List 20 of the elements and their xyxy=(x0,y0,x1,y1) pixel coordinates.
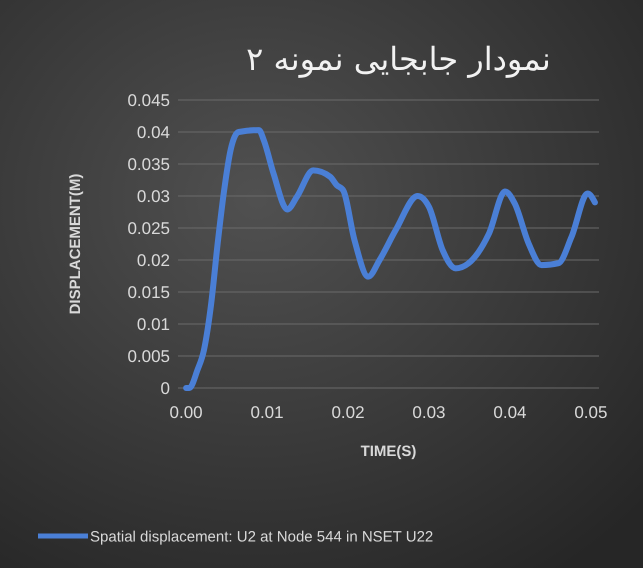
x-tick-label: 0.01 xyxy=(250,403,284,422)
y-tick-label: 0.015 xyxy=(127,282,170,302)
x-tick-label: 0.03 xyxy=(412,403,446,422)
x-axis-title: TIME(S) xyxy=(360,443,416,460)
y-tick-label: 0.035 xyxy=(127,154,170,174)
x-tick-label: 0.05 xyxy=(574,403,608,422)
y-tick-label: 0.01 xyxy=(136,314,170,334)
y-tick-label: 0.045 xyxy=(127,90,170,110)
y-tick-label: 0.02 xyxy=(136,250,170,270)
x-tick-label: 0.04 xyxy=(493,403,526,422)
legend-label: Spatial displacement: U2 at Node 544 in NSET U22 xyxy=(90,528,434,546)
y-tick-label: 0.005 xyxy=(127,346,170,366)
y-tick-label: 0 xyxy=(160,378,170,398)
y-axis-title: DISPLACEMENT(M) xyxy=(67,174,84,314)
y-tick-label: 0.03 xyxy=(136,186,170,206)
y-tick-label: 0.025 xyxy=(127,218,170,238)
x-tick-label: 0.02 xyxy=(331,403,365,422)
chart-title: نمودار جابجایی نمونه ۲ xyxy=(246,40,551,78)
x-tick-label: 0.00 xyxy=(170,403,203,422)
y-tick-label: 0.04 xyxy=(136,122,170,142)
